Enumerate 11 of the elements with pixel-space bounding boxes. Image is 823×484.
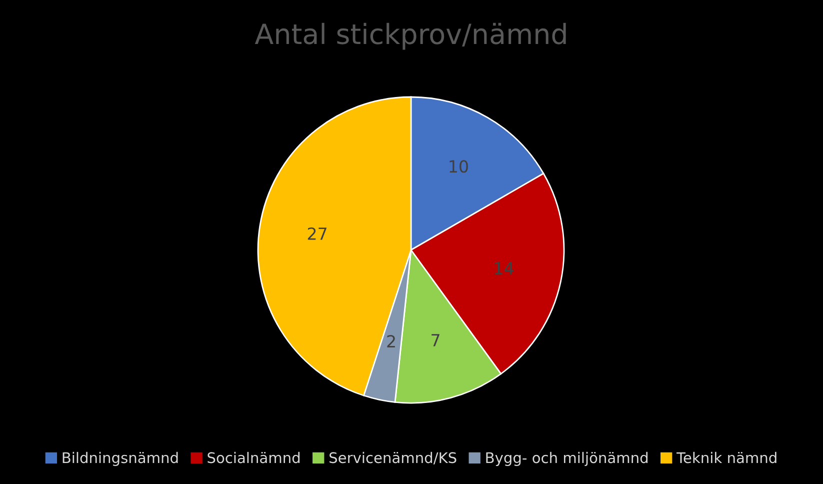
data-label: 10 bbox=[450, 160, 468, 173]
chart-title: Antal stickprov/nämnd bbox=[254, 22, 566, 50]
legend-label: Socialnämnd bbox=[208, 452, 300, 464]
data-label: 2 bbox=[387, 335, 395, 348]
data-label: 27 bbox=[308, 227, 326, 240]
data-label: 7 bbox=[432, 334, 440, 346]
legend-label: Teknik nämnd bbox=[676, 452, 776, 464]
legend-label: Servicenämnd/KS bbox=[330, 452, 456, 464]
legend-label: Bygg- och miljönämnd bbox=[486, 452, 648, 466]
legend-label: Bildningsnämnd bbox=[62, 452, 178, 466]
data-label: 14 bbox=[495, 262, 514, 274]
